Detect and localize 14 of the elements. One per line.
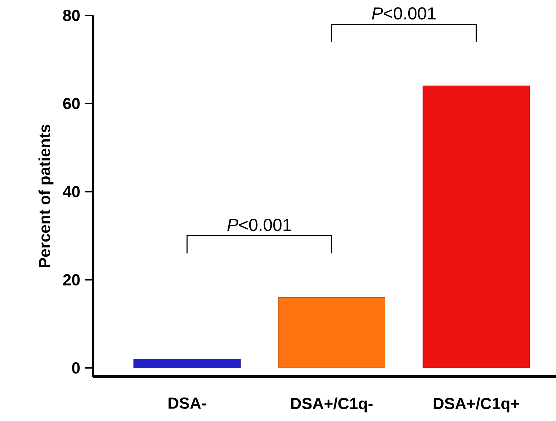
annotation: P<0.001 [228, 219, 292, 232]
x-tick-label: DSA+/C1q- [291, 398, 373, 413]
y-tick-label: 20 [63, 274, 80, 286]
y-tick-label: 60 [63, 98, 80, 110]
bar [422, 86, 530, 368]
y-tick-label: 80 [63, 10, 80, 22]
y-axis-title: Percent of patients [38, 124, 54, 268]
x-tick-label: DSA- [168, 398, 206, 410]
x-tick-label: DSA+/C1q+ [434, 398, 520, 413]
bar [278, 297, 386, 368]
y-tick-label: 40 [63, 186, 80, 198]
annotation: P<0.001 [372, 8, 436, 20]
y-tick-label: 0 [72, 362, 80, 374]
bar [134, 359, 241, 368]
